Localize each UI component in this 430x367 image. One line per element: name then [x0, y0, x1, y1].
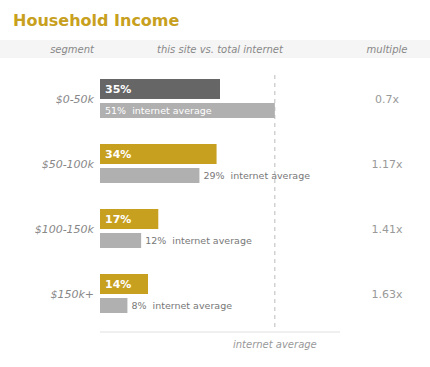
- site-bar: [100, 144, 217, 164]
- multiple-label: 1.17x: [371, 158, 402, 171]
- average-bar: [100, 103, 275, 118]
- reference-label: internet average: [233, 339, 317, 350]
- multiple-label: 0.7x: [375, 93, 399, 106]
- labels: 35% 51% internet average $0-50k 0.7x 34% 29% …: [35, 83, 403, 311]
- data-label: 17%: [105, 213, 131, 226]
- category-label: $50-100k: [42, 158, 95, 171]
- chart: Household Income segment this site vs. tot…: [0, 0, 430, 367]
- data-label: 29% internet average: [203, 170, 310, 181]
- site-bar: [100, 209, 158, 229]
- category-label: $0-50k: [56, 93, 95, 106]
- header-label: this site vs. total internet: [157, 44, 284, 55]
- data-label: 8% internet average: [131, 300, 232, 311]
- site-bar: [100, 79, 220, 99]
- data-label: 14%: [105, 278, 131, 291]
- data-label: 51% internet average: [105, 105, 212, 116]
- header-band: [0, 40, 430, 58]
- category-label: $100-150k: [35, 223, 95, 236]
- multiple-label: 1.63x: [371, 288, 402, 301]
- average-bar: [100, 168, 199, 183]
- data-label: 34%: [105, 148, 131, 161]
- average-bar: [100, 233, 141, 248]
- title: Household Income: [13, 11, 180, 30]
- data-label: 35%: [105, 83, 131, 96]
- header-label: segment: [50, 44, 95, 55]
- header-label: multiple: [367, 44, 408, 55]
- data-label: 12% internet average: [145, 235, 252, 246]
- multiple-label: 1.41x: [371, 223, 402, 236]
- axis-line: [100, 332, 340, 333]
- average-bar: [100, 298, 127, 313]
- site-bar: [100, 274, 148, 294]
- category-label: $150k+: [50, 288, 94, 301]
- bars: [100, 75, 275, 331]
